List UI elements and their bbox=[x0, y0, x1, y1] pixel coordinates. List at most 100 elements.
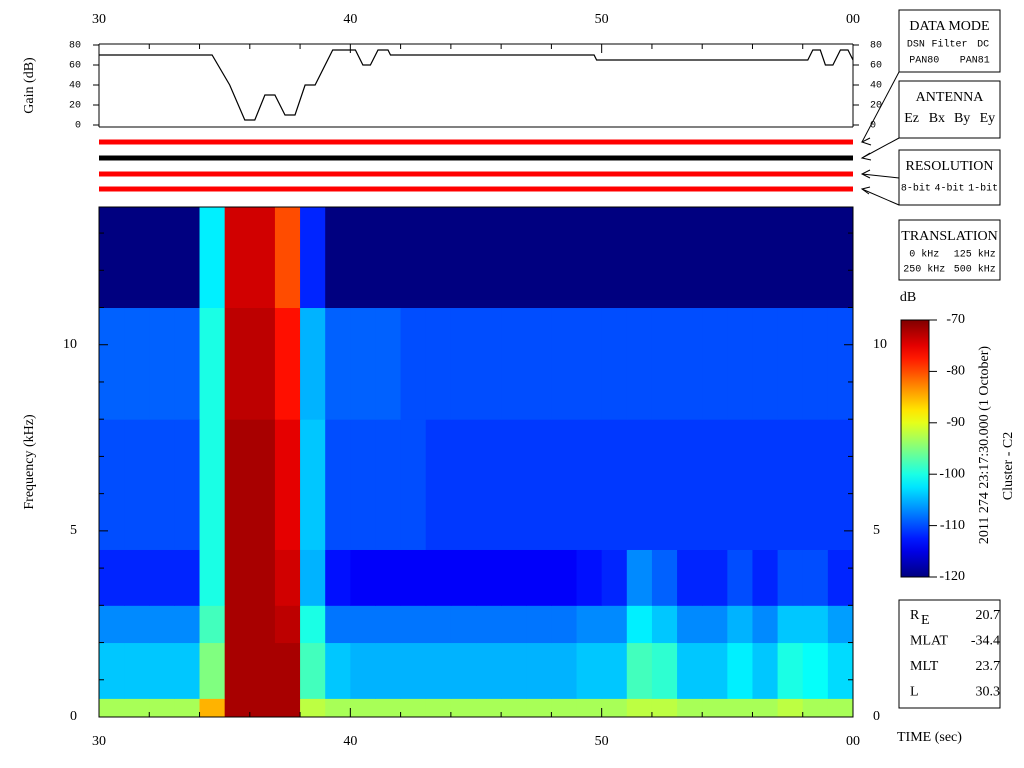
y-tick-label: 20 bbox=[870, 101, 882, 112]
heatmap-cell bbox=[174, 207, 201, 309]
heatmap-cell bbox=[350, 642, 376, 699]
heatmap-cell bbox=[174, 698, 201, 718]
legend-title: ANTENNA bbox=[916, 90, 985, 105]
heatmap-cell bbox=[727, 698, 753, 718]
x-tick-label: 00 bbox=[846, 734, 860, 749]
y-tick-label: 5 bbox=[873, 523, 880, 538]
heatmap-cell bbox=[149, 605, 175, 644]
heatmap-cell bbox=[677, 605, 703, 644]
heatmap-cell bbox=[375, 642, 402, 699]
heatmap-cell bbox=[702, 549, 728, 606]
heatmap-cell bbox=[375, 605, 402, 644]
legend-item: 125 kHz bbox=[954, 249, 996, 261]
heatmap-cell bbox=[224, 698, 251, 718]
legend-box bbox=[898, 9, 1001, 73]
heatmap-cell bbox=[501, 642, 527, 699]
heatmap-cell bbox=[476, 207, 502, 309]
gain-line bbox=[99, 49, 854, 121]
heatmap-cell bbox=[274, 642, 301, 699]
heatmap-cell bbox=[274, 549, 301, 606]
heatmap-cell bbox=[601, 419, 628, 550]
heatmap-cell bbox=[651, 419, 678, 550]
heatmap-cell bbox=[651, 698, 678, 718]
colorbar-tick-label: -90 bbox=[946, 415, 965, 430]
heatmap-cell bbox=[99, 419, 125, 550]
heatmap-cell bbox=[702, 307, 728, 420]
heatmap-cell bbox=[827, 419, 854, 550]
heatmap-cell bbox=[450, 698, 477, 718]
heatmap-cell bbox=[124, 605, 150, 644]
x-tick-label: 00 bbox=[846, 12, 860, 27]
plot-frame bbox=[98, 206, 854, 718]
y-tick-label: 10 bbox=[63, 337, 77, 352]
heatmap-cell bbox=[124, 549, 150, 606]
heatmap-cell bbox=[551, 207, 578, 309]
heatmap-cell bbox=[551, 307, 578, 420]
heatmap-cell bbox=[802, 605, 829, 644]
heatmap-cell bbox=[626, 419, 653, 550]
heatmap-cell bbox=[300, 642, 326, 699]
y-tick-label: 40 bbox=[69, 81, 81, 92]
heatmap-cell bbox=[149, 307, 175, 420]
heatmap-cell bbox=[677, 419, 703, 550]
colorbar-tick-label: -80 bbox=[946, 364, 965, 379]
heatmap-cell bbox=[526, 698, 552, 718]
heatmap-cell bbox=[727, 307, 753, 420]
legend-item: Ez bbox=[904, 111, 919, 126]
heatmap-cell bbox=[375, 698, 402, 718]
heatmap-cell bbox=[400, 419, 427, 550]
heatmap-cell bbox=[702, 642, 728, 699]
heatmap-cell bbox=[651, 605, 678, 644]
heatmap-cell bbox=[400, 549, 427, 606]
heatmap-cell bbox=[752, 549, 779, 606]
heatmap-cell bbox=[274, 207, 301, 309]
heatmap-cell bbox=[802, 698, 829, 718]
heatmap-cell bbox=[752, 698, 779, 718]
heatmap-cell bbox=[124, 207, 150, 309]
heatmap-cell bbox=[149, 207, 175, 309]
info-value: 30.3 bbox=[976, 685, 1001, 700]
heatmap-cell bbox=[476, 605, 502, 644]
heatmap-cell bbox=[224, 605, 251, 644]
heatmap-cell bbox=[325, 698, 351, 718]
heatmap-cell bbox=[526, 307, 552, 420]
heatmap-cell bbox=[274, 419, 301, 550]
y-tick-label: 60 bbox=[870, 61, 882, 72]
heatmap-cell bbox=[626, 307, 653, 420]
colorbar-tick-label: -120 bbox=[939, 569, 965, 584]
heatmap-cell bbox=[551, 642, 578, 699]
y-tick-label: 0 bbox=[873, 709, 880, 724]
heatmap-cell bbox=[827, 605, 854, 644]
heatmap-cell bbox=[400, 605, 427, 644]
spectrogram bbox=[99, 207, 854, 718]
heatmap-cell bbox=[174, 307, 201, 420]
heatmap-cell bbox=[149, 698, 175, 718]
heatmap-cell bbox=[450, 642, 477, 699]
heatmap-cell bbox=[174, 642, 201, 699]
heatmap-cell bbox=[450, 605, 477, 644]
colorbar-tick-label: -100 bbox=[939, 466, 965, 481]
y-tick-label: 0 bbox=[870, 121, 876, 132]
heatmap-cell bbox=[274, 307, 301, 420]
heatmap-cell bbox=[300, 698, 326, 718]
info-label: MLT bbox=[910, 659, 939, 674]
heatmap-cell bbox=[124, 419, 150, 550]
heatmap-cell bbox=[526, 419, 552, 550]
colorbar-tick-label: -70 bbox=[946, 312, 965, 327]
legend-item: 0 kHz bbox=[909, 249, 939, 261]
heatmap-cell bbox=[149, 642, 175, 699]
heatmap-cell bbox=[752, 642, 779, 699]
heatmap-cell bbox=[300, 605, 326, 644]
heatmap-cell bbox=[274, 605, 301, 644]
heatmap-cell bbox=[325, 307, 351, 420]
heatmap-cell bbox=[325, 642, 351, 699]
heatmap-cell bbox=[677, 207, 703, 309]
heatmap-cell bbox=[199, 605, 226, 644]
heatmap-cell bbox=[199, 419, 226, 550]
side-title: 2011 274 23:17:30.000 (1 October) bbox=[977, 346, 992, 545]
legend-item: Ey bbox=[980, 111, 996, 126]
heatmap-cell bbox=[450, 549, 477, 606]
heatmap-cell bbox=[601, 307, 628, 420]
heatmap-cell bbox=[727, 549, 753, 606]
heatmap-cell bbox=[752, 207, 779, 309]
